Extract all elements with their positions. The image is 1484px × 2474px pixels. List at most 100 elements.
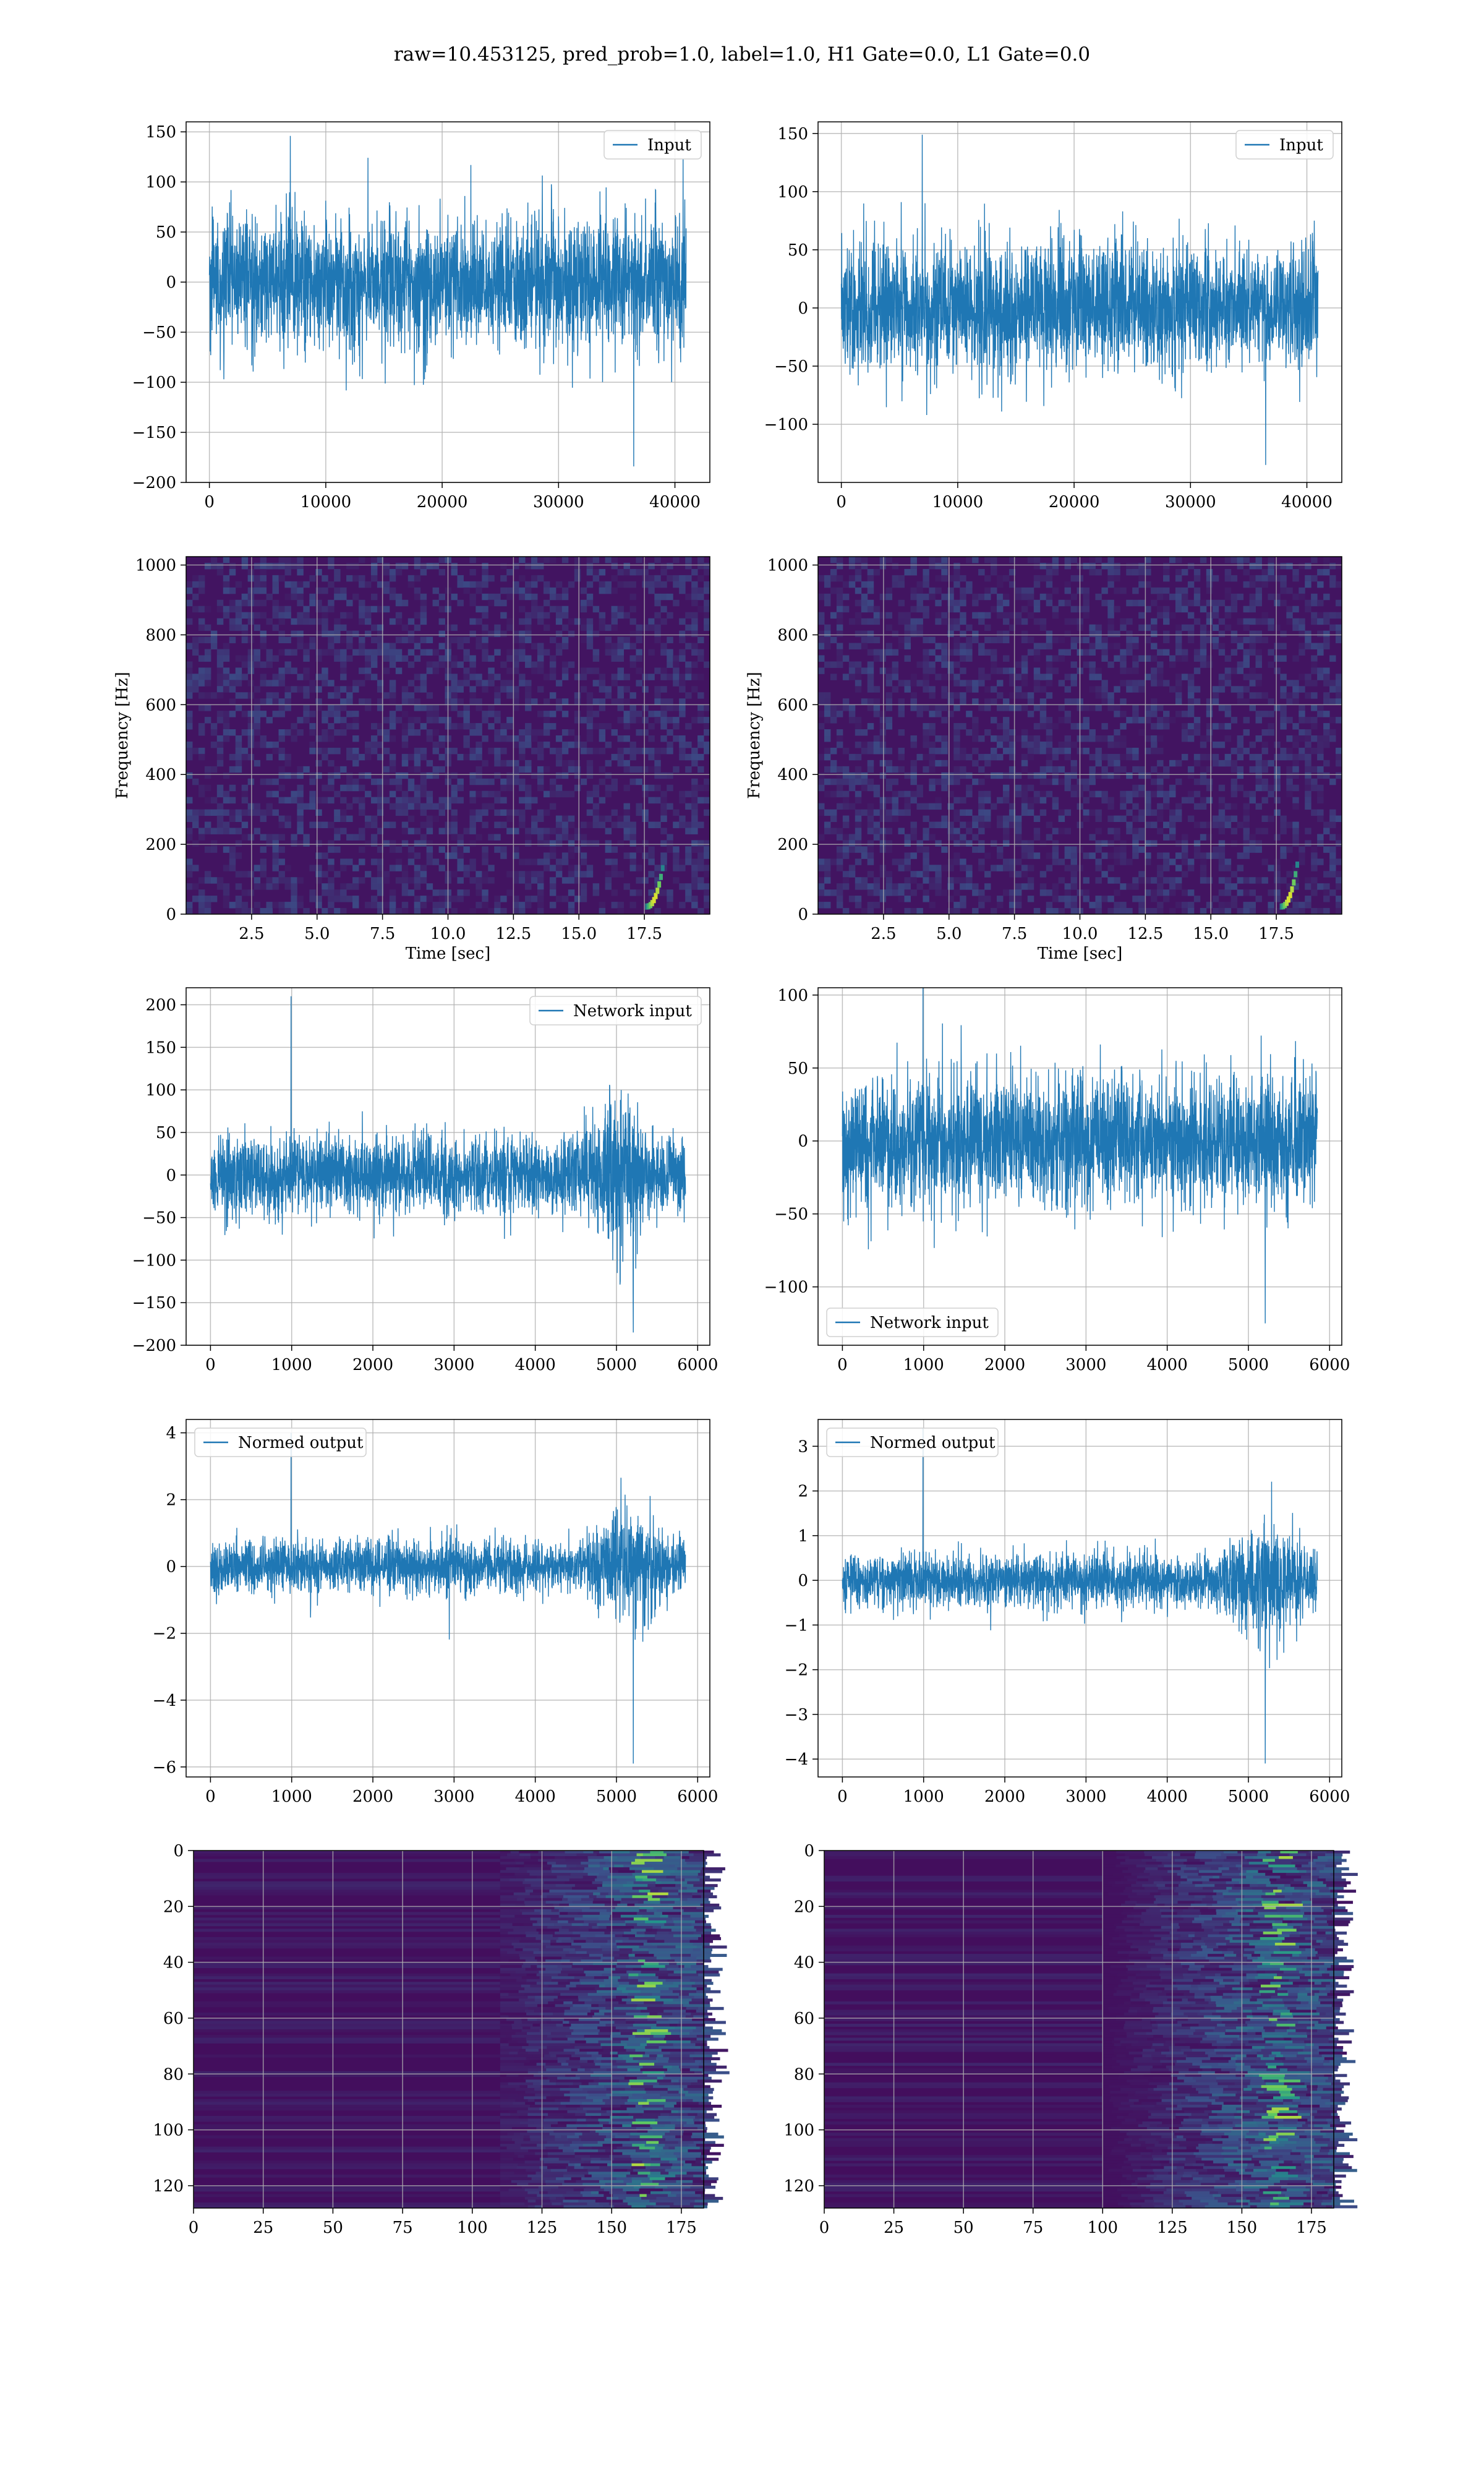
heatmap-cell <box>297 599 304 607</box>
heatmap-cell <box>947 674 954 680</box>
heatmap-cell <box>960 618 966 625</box>
heatmap-cell <box>1101 649 1108 656</box>
heatmap-cell <box>383 568 390 576</box>
heatmap-cell <box>592 840 600 847</box>
heatmap-cell <box>383 778 390 785</box>
heatmap-cell <box>229 815 236 823</box>
heatmap-cell <box>836 772 843 779</box>
heatmap-cell <box>359 606 365 613</box>
heatmap-cell <box>186 692 193 699</box>
heatmap-cell <box>284 865 291 871</box>
heatmap-cell <box>1261 797 1268 804</box>
heatmap-cell <box>186 828 193 834</box>
heatmap-cell <box>1095 809 1102 816</box>
y-tick-label: 800 <box>777 626 808 644</box>
heatmap-cell <box>697 674 704 680</box>
heatmap-cell <box>525 704 532 711</box>
heatmap-cell <box>216 686 224 693</box>
heatmap-cell <box>1218 865 1226 871</box>
heatmap-cell <box>328 889 335 896</box>
heatmap-cell <box>223 717 230 724</box>
heatmap-cell <box>561 815 569 823</box>
heatmap-cell <box>451 562 458 570</box>
heatmap-cell <box>426 711 433 717</box>
heatmap-cell <box>623 766 630 773</box>
heatmap-cell <box>1249 593 1256 601</box>
heatmap-cell <box>235 704 242 711</box>
heatmap-cell <box>186 661 193 668</box>
heatmap-cell <box>451 871 458 878</box>
heatmap-cell <box>506 655 513 662</box>
heatmap-cell <box>186 747 193 755</box>
heatmap-cell <box>1052 636 1059 644</box>
heatmap-cell <box>537 655 544 662</box>
heatmap-cell <box>407 661 415 668</box>
legend: Network input <box>529 996 702 1025</box>
heatmap-cell <box>1169 686 1176 693</box>
heatmap-cell <box>941 821 948 828</box>
heatmap-cell <box>377 797 384 804</box>
y-tick-label: 1 <box>798 1527 808 1546</box>
heatmap-cell <box>1169 790 1176 798</box>
heatmap-cell <box>303 686 310 693</box>
heatmap-cell <box>1200 655 1207 662</box>
heatmap-cell <box>401 902 409 909</box>
heatmap-cell <box>537 649 544 656</box>
heatmap-cell <box>525 729 532 736</box>
heatmap-cell <box>1212 599 1219 607</box>
heatmap-cell <box>642 704 649 711</box>
heatmap-cell <box>1058 717 1065 724</box>
heatmap-cell <box>543 790 550 798</box>
heatmap-cell <box>867 599 874 607</box>
heatmap-cell <box>1052 723 1059 730</box>
heatmap-cell <box>346 815 353 823</box>
heatmap-cell <box>432 766 440 773</box>
heatmap-cell <box>1039 889 1047 896</box>
heatmap-cell <box>1138 815 1145 823</box>
feature-cell <box>515 1864 525 1868</box>
heatmap-cell <box>519 766 526 773</box>
heatmap-cell <box>818 834 825 841</box>
heatmap-cell <box>482 877 488 884</box>
heatmap-cell <box>867 803 874 810</box>
heatmap-cell <box>210 562 218 570</box>
heatmap-cell <box>629 865 636 871</box>
heatmap-cell <box>1336 624 1342 631</box>
heatmap-cell <box>1224 704 1232 711</box>
heatmap-cell <box>543 834 550 841</box>
heatmap-cell <box>1039 575 1047 582</box>
heatmap-cell <box>1052 797 1059 804</box>
y-tick-label: −3 <box>785 1706 808 1724</box>
heatmap-cell <box>488 667 495 674</box>
heatmap-cell <box>1317 790 1324 798</box>
heatmap-cell <box>352 877 359 884</box>
heatmap-cell <box>1163 575 1170 582</box>
heatmap-cell <box>867 680 874 687</box>
heatmap-cell <box>1261 815 1268 823</box>
heatmap-cell <box>519 797 526 804</box>
heatmap-cell <box>1237 686 1244 693</box>
heatmap-cell <box>1002 723 1010 730</box>
heatmap-cell <box>586 581 594 588</box>
heatmap-cell <box>848 618 856 625</box>
heatmap-cell <box>525 871 532 878</box>
heatmap-cell <box>1039 618 1047 625</box>
heatmap-cell <box>1255 766 1262 773</box>
heatmap-cell <box>1114 630 1120 638</box>
heatmap-cell <box>1286 772 1293 779</box>
heatmap-cell <box>972 636 979 644</box>
heatmap-cell <box>488 803 495 810</box>
heatmap-cell <box>904 809 911 816</box>
heatmap-cell <box>636 877 642 884</box>
heatmap-cell <box>1120 902 1127 909</box>
heatmap-cell <box>266 908 273 915</box>
heatmap-cell <box>1070 852 1078 859</box>
heatmap-cell <box>892 797 899 804</box>
heatmap-cell <box>855 643 862 649</box>
heatmap-cell <box>229 599 236 607</box>
heatmap-cell <box>941 575 948 582</box>
heatmap-cell <box>1083 593 1090 601</box>
heatmap-cell <box>395 865 403 871</box>
feature-cell <box>640 1856 655 1859</box>
heatmap-cell <box>359 753 365 761</box>
